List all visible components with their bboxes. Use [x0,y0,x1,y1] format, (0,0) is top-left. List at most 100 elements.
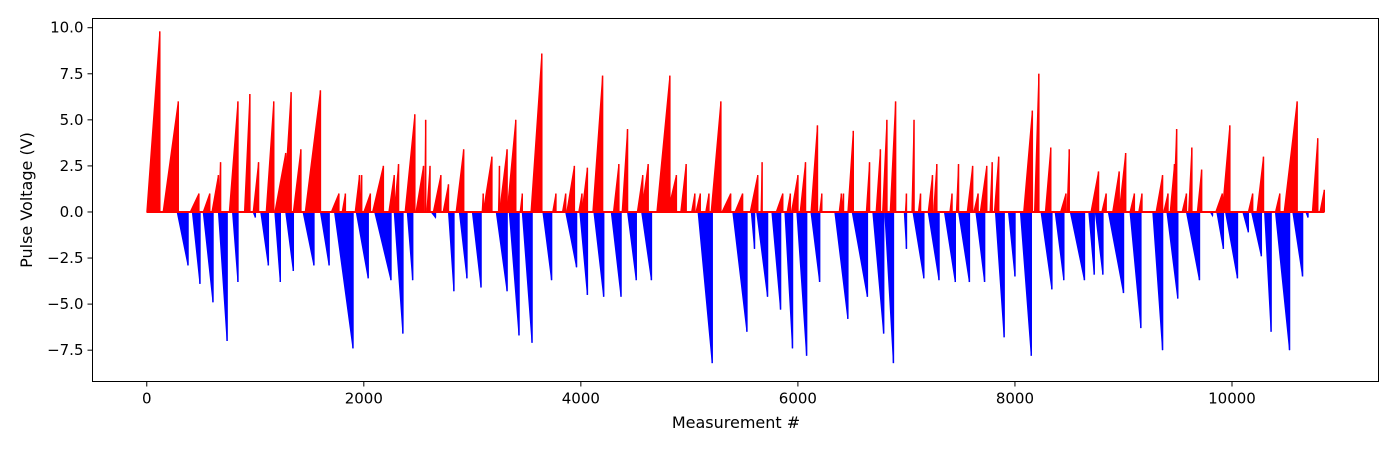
y-tick-label: −5.0 [47,295,83,313]
negative-pulse-ramp [1019,211,1032,356]
positive-pulse-ramp [889,101,897,213]
negative-pulse-ramp [302,211,315,266]
negative-pulse-ramp [1242,211,1249,233]
x-axis-label: Measurement # [672,413,800,432]
negative-pulse-ramp [217,211,228,341]
negative-pulse-ramp [994,211,1005,338]
negative-pulse-ramp [176,211,189,266]
negative-pulse-ramp [1166,211,1179,299]
negative-pulse-ramp [610,211,622,297]
y-axis-label: Pulse Voltage (V) [17,132,36,268]
y-tick-label: 2.5 [60,157,84,175]
positive-pulse-ramp [1112,171,1120,213]
y-tick-label: −2.5 [47,249,83,267]
negative-pulse-ramp [565,211,578,268]
positive-pulse-ramp [1311,138,1319,213]
x-tick-label: 10000 [1208,390,1256,408]
negative-pulse-ramp [508,211,520,336]
negative-pulse-ramp [1094,211,1104,275]
negative-pulse-ramp [1088,211,1095,275]
negative-pulse-ramp [231,211,239,283]
negative-pulse-ramp [1054,211,1065,281]
positive-pulse-ramp [265,101,275,213]
negative-pulse-ramp [593,211,605,297]
positive-pulse-ramp [530,53,543,213]
positive-pulse-ramp [1283,101,1298,213]
positive-pulse-ramp [363,193,371,213]
negative-pulse-ramp [641,211,652,281]
positive-pulse-ramp [506,119,517,213]
negative-pulse-ramp [975,211,986,283]
positive-pulse-ramp [790,175,799,213]
positive-pulse-ramp [966,165,974,213]
positive-pulse-ramp [1256,156,1264,213]
positive-pulse-ramp [442,184,449,213]
negative-pulse-ramp [1107,211,1124,294]
negative-pulse-ramp [1292,211,1304,277]
negative-pulse-ramp [202,211,214,303]
negative-pulse-ramp [796,211,808,356]
positive-pulse-ramp [292,149,302,213]
negative-pulse-ramp [471,211,482,288]
y-tick-label: 5.0 [60,111,84,129]
positive-pulse-ramp [404,114,416,213]
positive-pulse-ramp [799,162,806,213]
positive-pulse-ramp [621,129,629,213]
positive-pulse-ramp [734,193,744,213]
negative-pulse-ramp [1152,211,1164,351]
positive-pulse-ramp [592,75,604,213]
y-tick-label: 10.0 [50,19,83,37]
negative-pulse-ramp [912,211,925,279]
positive-pulse-ramp [1044,147,1052,213]
positive-pulse-ramp [566,165,575,213]
positive-pulse-ramp [211,175,219,213]
x-axis-ticks: 0 2000 4000 6000 8000 10000 [142,381,1256,408]
y-tick-label: 0.0 [60,203,84,221]
positive-pulse-ramp [810,125,818,213]
negative-pulse-ramp [810,211,821,283]
y-axis-ticks: −7.5 −5.0 −2.5 0.0 2.5 5.0 7.5 10.0 [47,19,93,359]
negative-pulse-ramp [393,211,404,334]
negative-pulse-ramp [872,211,885,334]
x-tick-label: 2000 [345,390,383,408]
negative-pulse-ramp [697,211,713,364]
positive-pulse-ramp [1155,175,1164,213]
negative-pulse-ramp [1069,211,1085,281]
x-tick-label: 6000 [779,390,817,408]
negative-pulse-ramp [957,211,970,283]
positive-pulse-ramp [252,162,260,213]
negative-pulse-ramp [771,211,782,310]
negative-pulse-ramp [1216,211,1224,249]
positive-pulse-ramp [680,164,687,213]
positive-pulse-ramp [162,101,179,213]
positive-pulse-ramp [1215,193,1223,213]
positive-pulse-ramp [1118,152,1127,213]
negative-pulse-ramp [333,211,354,349]
positive-pulse-ramp [330,193,340,213]
y-tick-label: −7.5 [47,341,83,359]
positive-pulse-ramp [388,175,395,213]
plot-frame [92,18,1379,382]
positive-pulse-ramp [749,175,759,213]
positive-pulse-ramp [415,165,424,213]
negative-pulse-ramp [1129,211,1142,329]
negative-pulse-ramp [884,211,894,364]
negative-pulse-ramp [521,211,533,343]
negative-pulse-ramp [458,211,468,279]
negative-pulse-ramp [579,211,588,295]
positive-pulse-ramp [612,164,620,213]
negative-pulse-ramp [1040,211,1053,290]
x-tick-label: 8000 [996,390,1034,408]
y-tick-label: 7.5 [60,65,84,83]
positive-pulse-ramp [228,101,239,213]
positive-pulse-ramp [243,94,251,213]
positive-pulse-ramp [775,193,784,213]
negative-pulse-ramp [834,211,849,319]
x-tick-label: 4000 [562,390,600,408]
negative-pulse-ramp [1224,211,1238,279]
positive-pulse-ramp [482,156,493,213]
positive-pulse-ramp [498,149,508,213]
positive-pulse-ramp [979,165,988,213]
negative-pulse-ramp [732,211,748,332]
